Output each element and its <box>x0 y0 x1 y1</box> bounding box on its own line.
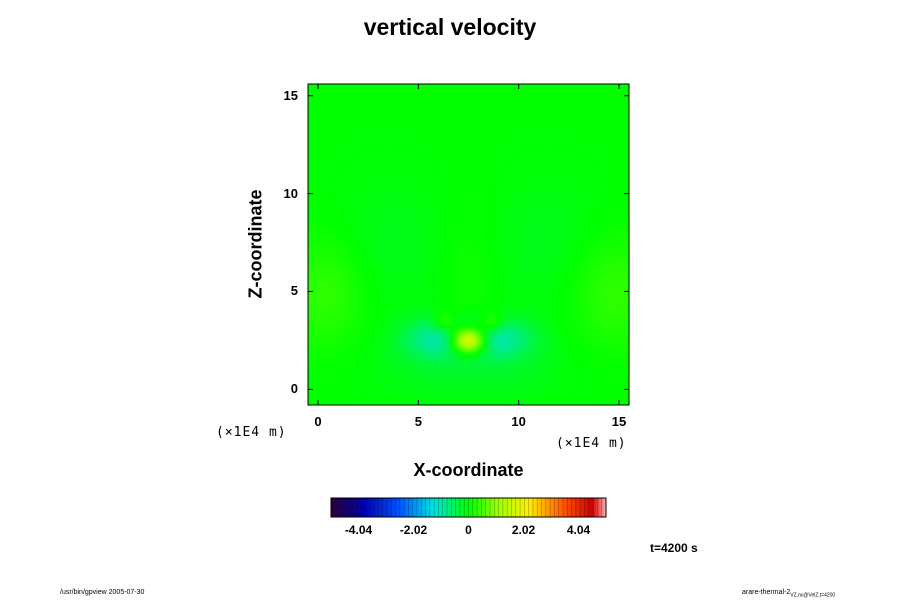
y-axis-label: Z-coordinate <box>245 189 266 299</box>
x-tick-label: 0 <box>314 414 322 429</box>
colorbar-tick-label: 0 <box>465 523 472 537</box>
plot-frame <box>307 83 630 406</box>
footer-right: arare-thermal-2VZ.nc@VelZ,t=4200 <box>742 589 835 598</box>
colorbar-divisions <box>334 498 603 517</box>
y-tick-label: 5 <box>290 283 298 299</box>
y-tick-label: 15 <box>283 87 298 103</box>
footer-left: /usr/bin/gpview 2005-07-30 <box>60 589 145 596</box>
colorbar <box>331 498 606 517</box>
y-tick-label: 0 <box>290 381 298 397</box>
colorbar-tick-label: -2.02 <box>399 523 428 537</box>
footer-right-main: arare-thermal-2 <box>742 589 791 596</box>
heatmap-image <box>308 84 629 405</box>
chart-title: vertical velocity <box>363 14 537 40</box>
colorbar-tick-label: 4.04 <box>566 523 591 537</box>
axis-ticks <box>308 84 629 405</box>
x-unit-label: (×1E4 m) <box>216 425 287 440</box>
x-tick-label: 10 <box>511 414 526 429</box>
colorbar-frame <box>330 497 607 518</box>
footer-right-sub: VZ.nc@VelZ,t=4200 <box>790 592 836 599</box>
colorbar-tick-label: -4.04 <box>344 523 373 537</box>
time-label: t=4200 s <box>650 541 698 555</box>
y-tick-label: 10 <box>283 185 298 201</box>
colorbar-tick-label: 2.02 <box>511 523 536 537</box>
x-axis-label: X-coordinate <box>413 460 524 480</box>
x-tick-label: 5 <box>414 414 422 429</box>
z-unit-label: (×1E4 m) <box>556 436 627 451</box>
x-tick-label: 15 <box>611 414 627 429</box>
